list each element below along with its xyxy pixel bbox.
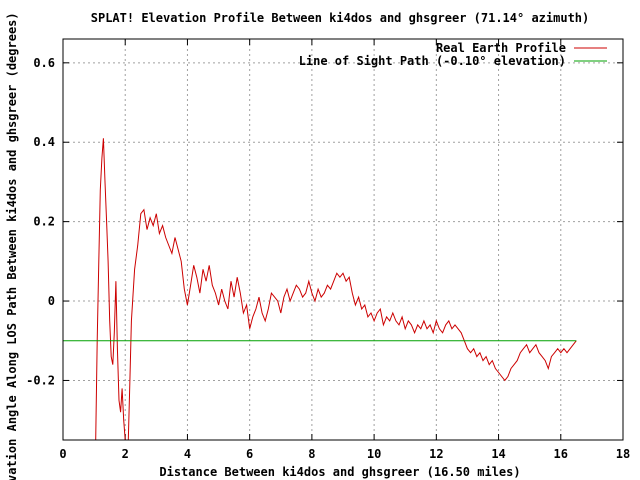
y-tick-label: 0.4: [33, 135, 55, 149]
y-axis-ticks: -0.2 0 0.2 0.4 0.6: [26, 56, 623, 387]
legend-label-2: Line of Sight Path (-0.10° elevation): [299, 54, 566, 68]
x-tick-label: 16: [554, 447, 568, 461]
x-tick-label: 0: [59, 447, 66, 461]
x-tick-label: 2: [122, 447, 129, 461]
x-tick-label: 10: [367, 447, 381, 461]
legend-label-1: Real Earth Profile: [436, 41, 566, 55]
series-line-1: [95, 138, 577, 440]
data-series: [63, 138, 577, 440]
x-tick-label: 8: [308, 447, 315, 461]
x-tick-label: 6: [246, 447, 253, 461]
y-tick-label: 0.6: [33, 56, 55, 70]
chart-title: SPLAT! Elevation Profile Between ki4dos …: [91, 11, 590, 25]
x-tick-label: 18: [616, 447, 630, 461]
x-tick-label: 4: [184, 447, 191, 461]
grid-lines: [63, 39, 623, 440]
y-tick-label: 0.2: [33, 215, 55, 229]
y-tick-label: 0: [48, 294, 55, 308]
x-axis-label: Distance Between ki4dos and ghsgreer (16…: [159, 465, 520, 479]
plot-frame: [62, 38, 624, 441]
y-axis-label: Elevation Angle Along LOS Path Between k…: [5, 12, 19, 480]
y-tick-label: -0.2: [26, 373, 55, 387]
x-tick-label: 14: [491, 447, 505, 461]
x-tick-label: 12: [429, 447, 443, 461]
